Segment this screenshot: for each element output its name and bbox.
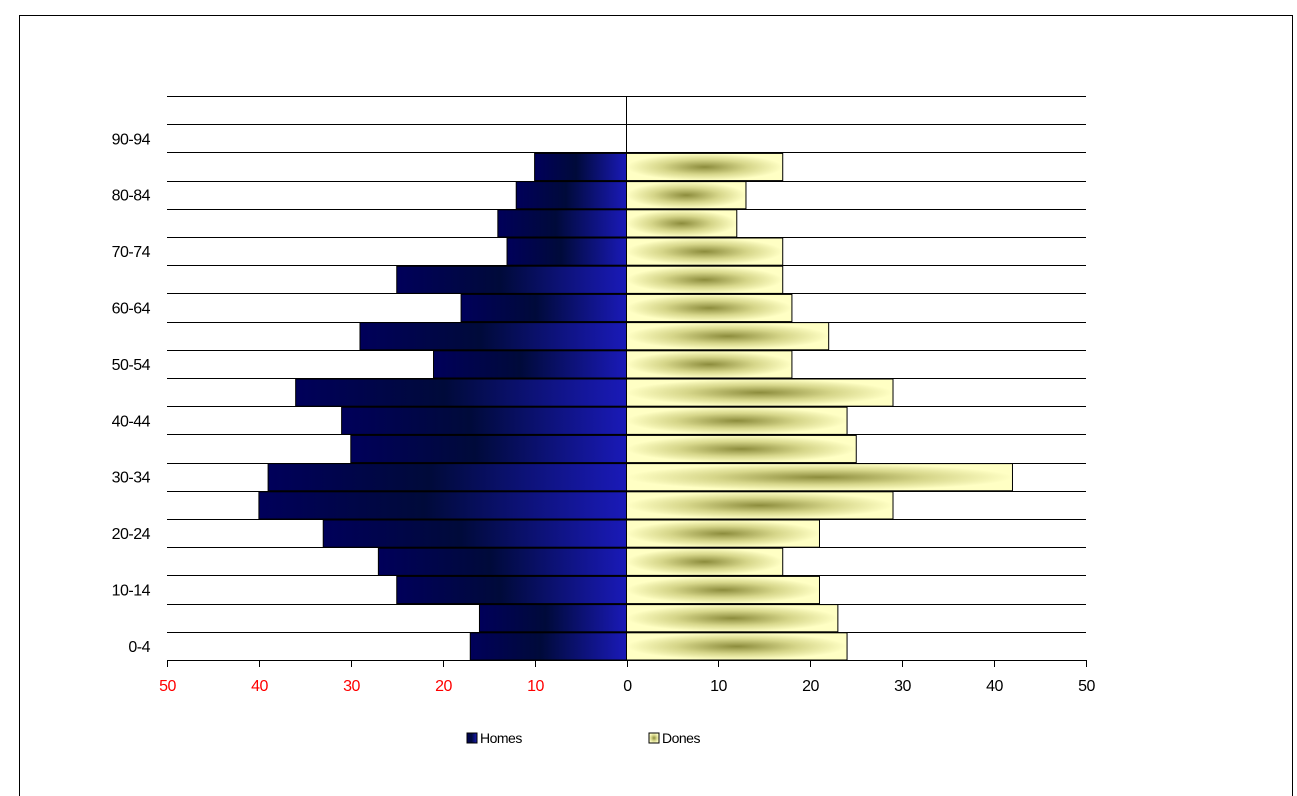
bar-homes-25-29 [258, 491, 627, 520]
x-tick-label: 50 [159, 678, 176, 695]
x-tick-label: 50 [1078, 678, 1095, 695]
bar-dones-70-74 [626, 237, 784, 266]
y-tick-label: 50-54 [112, 357, 151, 374]
x-tick-label: 10 [527, 678, 544, 695]
x-tick-label: 40 [251, 678, 268, 695]
bar-homes-15-19 [377, 547, 627, 576]
bar-dones-55-59 [626, 322, 830, 351]
legend-swatch-dones [648, 732, 660, 744]
bar-homes-40-44 [341, 406, 627, 435]
y-tick-label: 40-44 [112, 413, 151, 430]
bars [258, 152, 1013, 661]
bar-homes-5-9 [478, 604, 627, 633]
bar-homes-0-4 [469, 632, 627, 661]
y-axis-ticks: 0-4 10-14 20-24 30-34 40-44 50-54 60-64 70-74 80… [112, 131, 152, 656]
bar-homes-75-79 [497, 209, 627, 238]
bar-homes-50-54 [433, 350, 628, 379]
bar-homes-20-24 [322, 519, 627, 548]
bar-dones-10-14 [626, 575, 820, 605]
legend: Homes Dones [466, 730, 701, 746]
bar-homes-35-39 [350, 434, 627, 464]
bar-homes-80-84 [515, 181, 627, 210]
bar-dones-30-34 [626, 463, 1013, 492]
bar-dones-65-69 [626, 265, 784, 294]
x-axis-ticks: 50 40 30 20 10 0 10 20 30 40 50 [159, 660, 1096, 695]
x-tick-label: 20 [435, 678, 452, 695]
x-tick-label: 10 [710, 678, 727, 695]
y-tick-label: 10-14 [112, 583, 151, 600]
y-tick-label: 30-34 [112, 470, 151, 487]
x-tick-label: 20 [802, 678, 819, 695]
y-tick-label: 20-24 [112, 526, 151, 543]
bar-dones-40-44 [626, 406, 848, 435]
bar-homes-10-14 [396, 575, 627, 605]
y-tick-label: 80-84 [112, 188, 151, 205]
bar-dones-75-79 [626, 209, 738, 238]
legend-swatch-homes [466, 732, 478, 744]
y-tick-label: 90-94 [112, 131, 151, 148]
bar-homes-85-89 [534, 152, 627, 182]
x-tick-label: 40 [986, 678, 1003, 695]
bar-dones-50-54 [626, 350, 793, 379]
bar-homes-70-74 [506, 237, 627, 266]
bar-homes-60-64 [460, 293, 627, 323]
bar-dones-15-19 [626, 547, 784, 576]
bar-dones-35-39 [626, 434, 857, 464]
bar-dones-60-64 [626, 293, 793, 323]
bar-dones-45-49 [626, 378, 894, 407]
bar-dones-85-89 [626, 152, 784, 182]
bar-dones-0-4 [626, 632, 848, 661]
bar-dones-20-24 [626, 519, 820, 548]
bar-dones-5-9 [626, 604, 839, 633]
y-tick-label: 70-74 [112, 244, 151, 261]
bar-homes-65-69 [396, 265, 627, 294]
x-tick-label: 30 [343, 678, 360, 695]
bar-homes-55-59 [359, 322, 627, 351]
bar-homes-30-34 [267, 463, 627, 492]
x-tick-label: 30 [894, 678, 911, 695]
bar-homes-45-49 [295, 378, 627, 407]
y-tick-label: 0-4 [128, 639, 150, 656]
bar-dones-25-29 [626, 491, 894, 520]
legend-label-dones: Dones [662, 730, 700, 746]
x-tick-label: 0 [623, 678, 632, 695]
legend-label-homes: Homes [480, 730, 522, 746]
y-tick-label: 60-64 [112, 301, 151, 318]
bar-dones-80-84 [626, 181, 747, 210]
